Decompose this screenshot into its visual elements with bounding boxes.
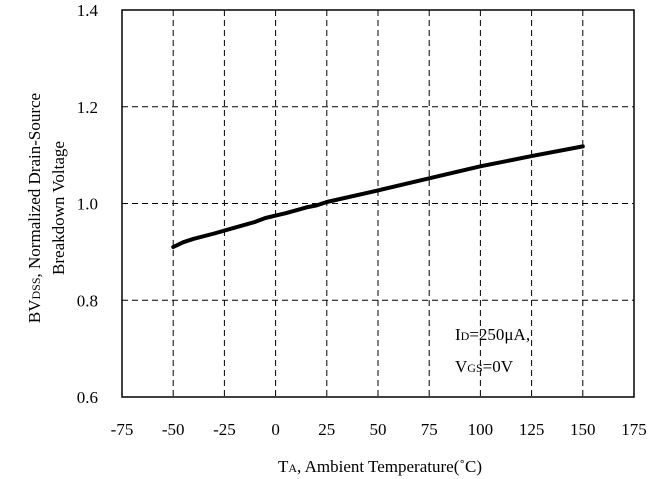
annotation-id-sub: D — [461, 329, 470, 343]
y-tick-label: 0.6 — [77, 388, 98, 407]
y-tick-label: 1.2 — [77, 98, 98, 117]
x-axis-title-main: T — [278, 457, 289, 476]
y-tick-label: 1.4 — [77, 1, 99, 20]
annotation-vgs: VGS=0V — [455, 357, 514, 376]
plot-area-frame — [121, 9, 635, 398]
y-axis-title: BVDSS, Normalized Drain-Source Breakdown… — [25, 93, 68, 323]
x-tick-label: 50 — [370, 420, 387, 439]
x-tick-label: 150 — [570, 420, 596, 439]
x-axis-title-rest: , Ambient Temperature(˚C) — [297, 457, 482, 476]
annotation-vgs-main: V — [455, 357, 468, 376]
y-axis-title-line1-rest: , Normalized Drain-Source — [25, 93, 44, 278]
annotation-id-main: I — [455, 325, 461, 344]
annotation-id-rest: =250μA, — [469, 325, 530, 344]
y-axis-title-line2: Breakdown Voltage — [49, 141, 68, 275]
series-line — [171, 144, 585, 249]
data-series-layer — [171, 144, 585, 249]
grid-lines — [122, 10, 634, 397]
y-axis-title-line1: BVDSS, Normalized Drain-Source — [25, 93, 44, 323]
annotation-id: ID=250μA, — [455, 325, 530, 344]
x-tick-label: -50 — [162, 420, 185, 439]
x-axis-tick-labels: -75 -50 -25 0 25 50 75 100 125 150 175 — [111, 420, 647, 439]
y-axis-title-line1-main: BV — [25, 299, 44, 323]
x-tick-label: 175 — [621, 420, 647, 439]
x-tick-label: 100 — [468, 420, 494, 439]
annotation-vgs-rest: =0V — [483, 357, 514, 376]
x-axis-title-sub: A — [288, 461, 297, 475]
y-tick-label: 1.0 — [77, 195, 98, 214]
x-tick-label: -25 — [213, 420, 236, 439]
x-tick-label: 75 — [421, 420, 438, 439]
y-tick-label: 0.8 — [77, 291, 98, 310]
y-axis-tick-labels: 0.6 0.8 1.0 1.2 1.4 — [77, 1, 99, 407]
x-tick-label: -75 — [111, 420, 134, 439]
x-tick-label: 25 — [318, 420, 335, 439]
y-axis-title-line1-sub: DSS — [29, 277, 43, 299]
annotation-vgs-sub: GS — [467, 361, 482, 375]
x-tick-label: 0 — [271, 420, 280, 439]
x-tick-label: 125 — [519, 420, 545, 439]
x-axis-title: TA, Ambient Temperature(˚C) — [278, 457, 482, 476]
condition-annotation: ID=250μA, VGS=0V — [455, 325, 530, 376]
